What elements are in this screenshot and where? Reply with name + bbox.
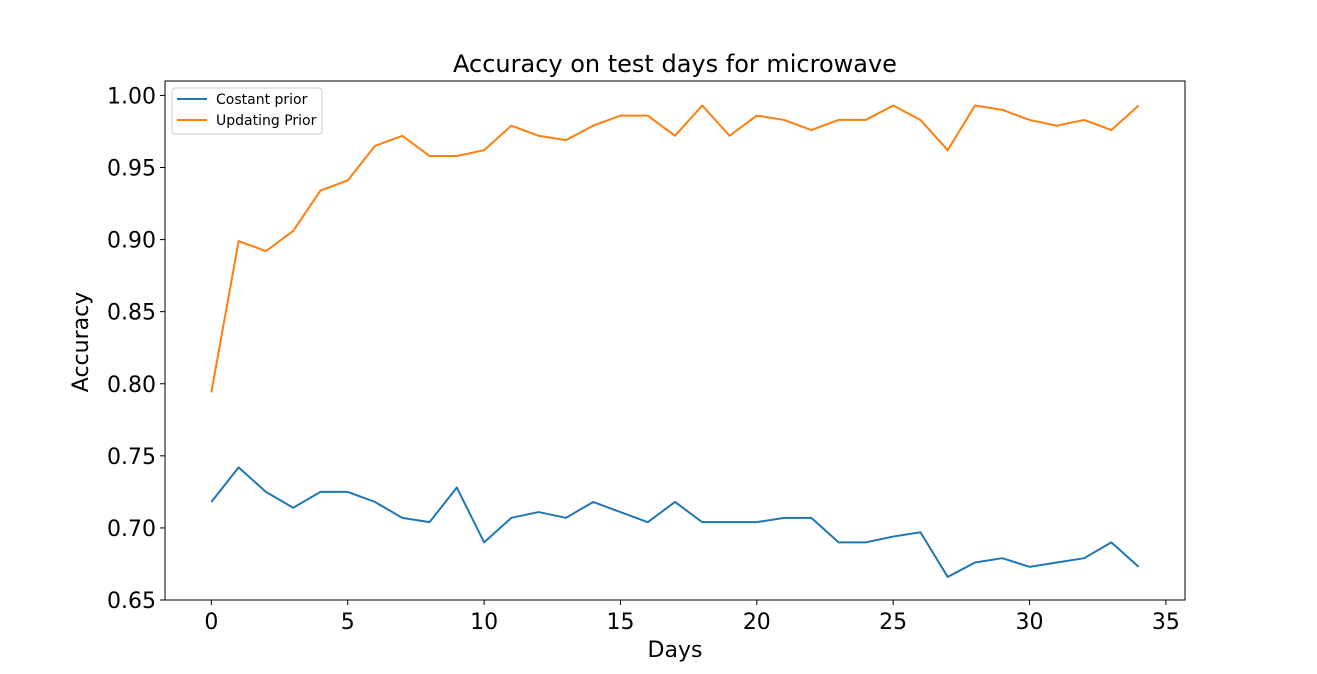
x-tick-label: 10 bbox=[470, 610, 498, 635]
y-ticks: 0.65 0.70 0.75 0.80 0.85 0.90 0.95 1.00 bbox=[107, 84, 165, 614]
y-tick-label: 0.95 bbox=[107, 157, 156, 182]
axes-frame bbox=[164, 80, 1186, 601]
x-tick-label: 25 bbox=[879, 610, 907, 635]
x-tick-label: 15 bbox=[606, 610, 634, 635]
y-tick-label: 1.00 bbox=[107, 84, 156, 109]
y-tick-label: 0.85 bbox=[107, 301, 156, 326]
x-axis-label: Days bbox=[648, 638, 703, 663]
series-line-updating-prior bbox=[210, 104, 1140, 393]
y-tick-label: 0.80 bbox=[107, 373, 156, 398]
legend-label-costant-prior: Costant prior bbox=[216, 92, 308, 108]
x-tick-label: 30 bbox=[1016, 610, 1044, 635]
y-tick-label: 0.65 bbox=[107, 589, 156, 614]
y-tick-label: 0.90 bbox=[107, 229, 156, 254]
x-tick-label: 20 bbox=[743, 610, 771, 635]
x-tick-label: 5 bbox=[341, 610, 355, 635]
chart-title: Accuracy on test days for microwave bbox=[453, 50, 897, 78]
y-tick-label: 0.70 bbox=[107, 517, 156, 542]
x-tick-label: 0 bbox=[204, 610, 218, 635]
plot-area bbox=[210, 104, 1140, 578]
legend-label-updating-prior: Updating Prior bbox=[216, 113, 317, 129]
x-tick-label: 35 bbox=[1152, 610, 1180, 635]
series-line-costant-prior bbox=[210, 466, 1140, 578]
y-axis-label: Accuracy bbox=[69, 292, 94, 392]
x-ticks: 0 5 10 15 20 25 30 35 bbox=[204, 600, 1180, 635]
y-tick-label: 0.75 bbox=[107, 445, 156, 470]
legend: Costant prior Updating Prior bbox=[171, 87, 323, 135]
legend-box bbox=[171, 87, 323, 135]
